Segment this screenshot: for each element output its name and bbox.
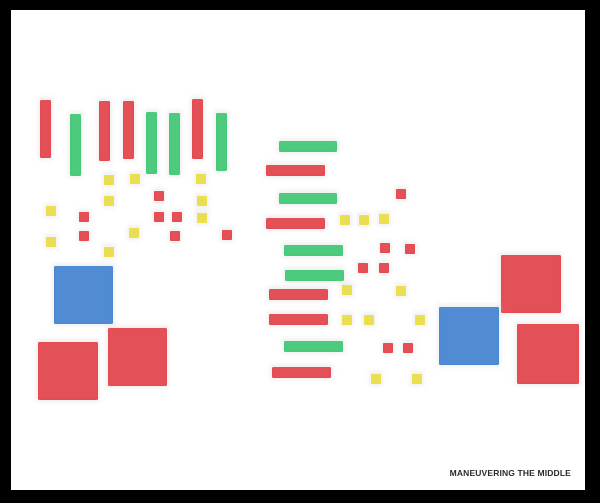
unit-right-11[interactable]: [342, 315, 352, 325]
rod-horizontal-5[interactable]: [284, 245, 343, 256]
unit-left-6[interactable]: [197, 196, 207, 206]
unit-right-8[interactable]: [379, 263, 389, 273]
flat-left-red-2[interactable]: [108, 328, 167, 386]
unit-right-15[interactable]: [403, 343, 413, 353]
unit-left-5[interactable]: [154, 191, 164, 201]
unit-right-6[interactable]: [405, 244, 415, 254]
unit-right-7[interactable]: [358, 263, 368, 273]
flat-right-blue[interactable]: [439, 307, 499, 365]
rod-horizontal-4[interactable]: [266, 218, 325, 229]
rod-horizontal-7[interactable]: [269, 289, 328, 300]
unit-right-10[interactable]: [396, 286, 406, 296]
unit-right-16[interactable]: [371, 374, 381, 384]
unit-left-1[interactable]: [104, 175, 114, 185]
unit-left-13[interactable]: [129, 228, 139, 238]
rod-horizontal-8[interactable]: [269, 314, 328, 325]
flat-left-blue[interactable]: [54, 266, 113, 324]
unit-left-17[interactable]: [104, 247, 114, 257]
unit-right-13[interactable]: [415, 315, 425, 325]
flat-right-red-1[interactable]: [501, 255, 561, 313]
flat-left-red-1[interactable]: [38, 342, 98, 400]
unit-left-7[interactable]: [46, 206, 56, 216]
unit-right-14[interactable]: [383, 343, 393, 353]
unit-right-12[interactable]: [364, 315, 374, 325]
unit-right-4[interactable]: [379, 214, 389, 224]
unit-left-8[interactable]: [79, 212, 89, 222]
flat-right-red-2[interactable]: [517, 324, 579, 384]
rod-horizontal-9[interactable]: [284, 341, 343, 352]
unit-left-14[interactable]: [170, 231, 180, 241]
unit-right-5[interactable]: [380, 243, 390, 253]
unit-left-3[interactable]: [196, 174, 206, 184]
rod-vertical-7[interactable]: [192, 99, 203, 159]
unit-left-9[interactable]: [154, 212, 164, 222]
rod-vertical-2[interactable]: [70, 114, 81, 176]
unit-left-11[interactable]: [197, 213, 207, 223]
rod-vertical-3[interactable]: [99, 101, 110, 161]
unit-left-12[interactable]: [79, 231, 89, 241]
rod-horizontal-6[interactable]: [285, 270, 344, 281]
unit-right-17[interactable]: [412, 374, 422, 384]
unit-left-15[interactable]: [222, 230, 232, 240]
rod-horizontal-10[interactable]: [272, 367, 331, 378]
unit-right-2[interactable]: [340, 215, 350, 225]
unit-right-1[interactable]: [396, 189, 406, 199]
unit-left-4[interactable]: [104, 196, 114, 206]
rod-horizontal-3[interactable]: [279, 193, 337, 204]
rod-horizontal-2[interactable]: [266, 165, 325, 176]
unit-left-10[interactable]: [172, 212, 182, 222]
photo-canvas: MANEUVERING THE MIDDLE: [11, 10, 585, 490]
rod-vertical-6[interactable]: [169, 113, 180, 175]
unit-left-16[interactable]: [46, 237, 56, 247]
rod-vertical-1[interactable]: [40, 100, 51, 158]
rod-horizontal-1[interactable]: [279, 141, 337, 152]
unit-right-9[interactable]: [342, 285, 352, 295]
rod-vertical-4[interactable]: [123, 101, 134, 159]
unit-right-3[interactable]: [359, 215, 369, 225]
rod-vertical-5[interactable]: [146, 112, 157, 174]
rod-vertical-8[interactable]: [216, 113, 227, 171]
unit-left-2[interactable]: [130, 174, 140, 184]
watermark-text: MANEUVERING THE MIDDLE: [449, 468, 571, 478]
